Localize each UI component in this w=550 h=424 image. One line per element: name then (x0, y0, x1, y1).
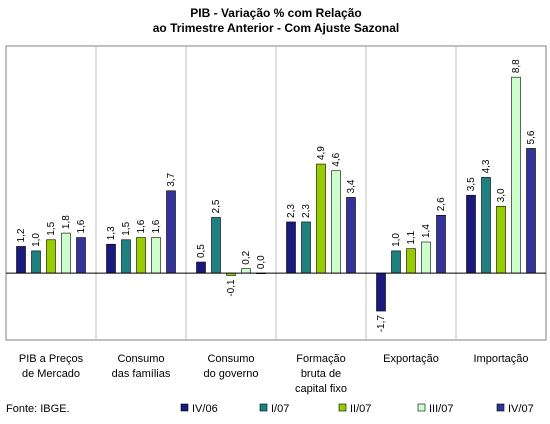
data-label: 1,5 (46, 221, 57, 235)
category-label: PIB a Preços (19, 353, 84, 365)
data-label: 0,0 (256, 255, 267, 269)
bar (121, 239, 131, 274)
bar (481, 177, 491, 274)
bar (406, 248, 416, 274)
bar (166, 190, 176, 274)
category-label: bruta de (301, 368, 341, 380)
bar (526, 148, 536, 274)
bar (496, 206, 506, 274)
category-label: Formação (296, 353, 346, 365)
bar (391, 250, 401, 274)
category-label: capital fixo (295, 383, 347, 395)
data-label: 1,5 (121, 221, 132, 235)
data-label: 1,0 (391, 233, 402, 247)
chart-title-line-2: ao Trimestre Anterior - Com Ajuste Sazon… (153, 21, 400, 35)
bar (151, 237, 161, 274)
data-label: 3,4 (346, 179, 357, 193)
category-label: das famílias (112, 368, 171, 380)
data-label: 2,3 (301, 204, 312, 218)
data-label: 4,6 (331, 152, 342, 166)
bar (286, 221, 296, 274)
legend-entry: IV/07 (508, 403, 534, 415)
data-label: -1,7 (376, 315, 387, 333)
category-label: do governo (203, 368, 258, 380)
legend-swatch (180, 403, 189, 412)
data-label: 1,2 (16, 228, 27, 242)
data-label: 3,0 (496, 188, 507, 202)
data-label: 0,5 (196, 244, 207, 258)
legend-swatch (417, 403, 426, 412)
data-label: 1,6 (136, 219, 147, 233)
data-label: 1,8 (61, 215, 72, 229)
data-label: 1,4 (421, 224, 432, 238)
legend-entry: III/07 (429, 403, 453, 415)
bar (46, 239, 56, 274)
category-label: Consumo (117, 353, 164, 365)
category-labels: PIB a Preços de Mercado Consumo das família… (19, 353, 529, 395)
data-label: 1,1 (406, 230, 417, 244)
source-note: Fonte: IBGE. (6, 403, 70, 415)
legend-swatch (259, 403, 268, 412)
bar (16, 246, 26, 274)
data-label: 2,6 (436, 197, 447, 211)
data-label: 2,5 (211, 199, 222, 213)
category-label: Consumo (207, 353, 254, 365)
bar (241, 268, 251, 274)
data-label: 5,6 (526, 130, 537, 144)
data-label: -0,1 (226, 279, 237, 297)
bar (466, 194, 476, 274)
category-label: Exportação (383, 353, 439, 365)
bar (196, 261, 206, 274)
legend: IV/06 I/07 II/07 III/07 IV/07 (180, 403, 534, 415)
bar (346, 197, 356, 274)
bar (301, 221, 311, 274)
data-labels: 1,2 1,0 1,5 1,8 1,6 1,3 1,5 1,6 1,6 3,7 0,5 2,5 -0,1… (16, 59, 537, 332)
data-label: 1,6 (76, 219, 87, 233)
data-label: 3,7 (166, 172, 177, 186)
legend-entry: IV/06 (192, 403, 218, 415)
category-label: Importação (473, 353, 528, 365)
legend-entry: I/07 (271, 403, 289, 415)
bar (136, 237, 146, 274)
bar (106, 243, 116, 274)
data-label: 4,9 (316, 146, 327, 160)
bar (376, 272, 386, 312)
bar (331, 170, 341, 274)
chart-title-line-1: PIB - Variação % com Relação (190, 6, 361, 20)
bar (211, 217, 221, 274)
bar (421, 241, 431, 274)
data-label: 4,3 (481, 159, 492, 173)
data-label: 3,5 (466, 177, 477, 191)
data-label: 2,3 (286, 204, 297, 218)
bar (76, 237, 86, 274)
data-label: 1,6 (151, 219, 162, 233)
bar (511, 76, 521, 274)
bar (316, 163, 326, 274)
bar (61, 232, 71, 274)
data-label: 1,3 (106, 226, 117, 240)
data-label: 0,2 (241, 250, 252, 264)
data-label: 1,0 (31, 233, 42, 247)
bar (31, 250, 41, 274)
bar (436, 214, 446, 274)
legend-entry: II/07 (350, 403, 371, 415)
data-label: 8,8 (511, 59, 522, 73)
category-separators (95, 46, 457, 340)
legend-swatch (496, 403, 505, 412)
category-label: de Mercado (22, 368, 80, 380)
legend-swatch (338, 403, 347, 412)
